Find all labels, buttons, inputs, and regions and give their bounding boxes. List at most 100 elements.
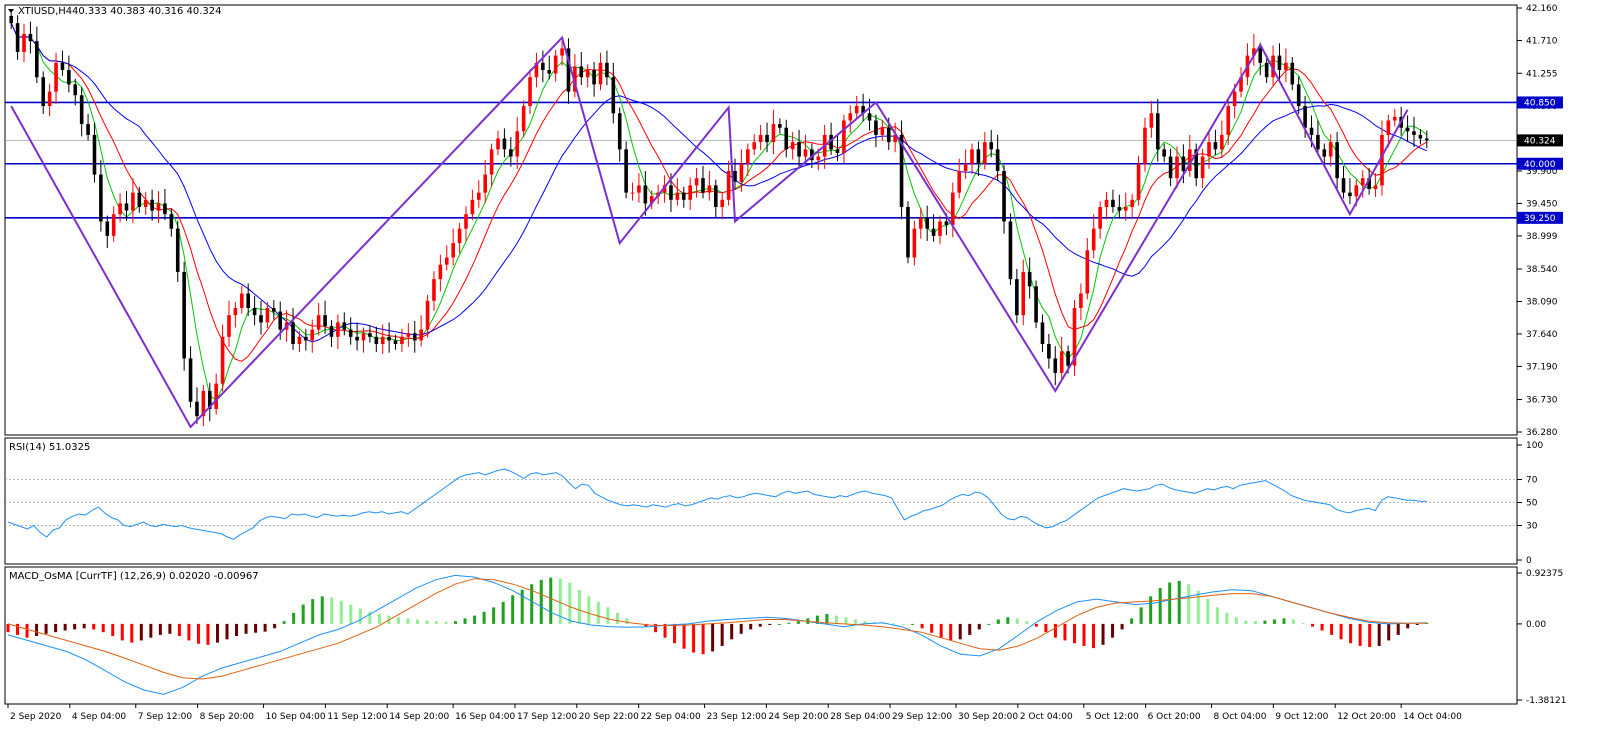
osma-bar (1044, 623, 1048, 633)
time-tick-label: 2 Sep 2020 (10, 712, 62, 722)
osma-bar (930, 623, 934, 633)
candle-body (630, 192, 635, 194)
candle-body (579, 66, 584, 78)
osma-bar (254, 623, 258, 633)
osma-bar (301, 604, 305, 624)
rsi-tick-label: 50 (1526, 499, 1538, 509)
candle-body (1091, 228, 1096, 251)
osma-bar (996, 619, 1000, 624)
candle-body (105, 221, 110, 236)
osma-bar (101, 623, 105, 633)
osma-bar (92, 623, 96, 630)
osma-bar (711, 623, 715, 652)
osma-bar (482, 611, 486, 624)
osma-bar (901, 623, 905, 625)
price-panel[interactable]: 42.16041.71041.25540.80040.34539.90039.4… (5, 4, 1563, 438)
osma-bar (25, 623, 29, 638)
candle-body (502, 138, 507, 150)
current-price-label-bg (1517, 134, 1563, 147)
osma-bar (977, 623, 981, 630)
candle-body (1085, 250, 1090, 294)
osma-bar (111, 623, 115, 637)
candle-body (746, 149, 750, 164)
macd-panel[interactable]: 0.92375 0.00 -1.38121 (6, 569, 1567, 706)
time-tick-label: 14 Sep 20:00 (389, 712, 449, 722)
osma-bar (1130, 618, 1134, 624)
candle-body (1008, 221, 1013, 280)
candle-body (675, 192, 680, 200)
osma-bar (44, 623, 48, 634)
candle-body (995, 149, 1000, 171)
candle-body (1277, 55, 1282, 71)
candle-body (188, 358, 193, 402)
osma-bar (1092, 623, 1096, 649)
candle-body (931, 228, 936, 236)
level-label: 40.000 (1524, 160, 1556, 170)
osma-bar (206, 623, 210, 645)
osma-bar (1339, 623, 1343, 640)
candle-body (489, 149, 494, 175)
candle-body (310, 329, 315, 341)
time-tick-label: 10 Sep 04:00 (266, 712, 326, 722)
candle-body (669, 185, 673, 200)
candle-body (1130, 199, 1134, 208)
candle-body (387, 336, 391, 341)
candle-body (304, 336, 308, 341)
osma-bar (54, 623, 58, 633)
candle-body (227, 315, 231, 337)
osma-bar (863, 621, 867, 624)
candle-body (950, 192, 955, 226)
candle-body (1271, 55, 1275, 78)
candle-body (810, 149, 814, 161)
time-tick-label: 6 Oct 20:00 (1148, 712, 1201, 722)
osma-bar (1187, 584, 1191, 624)
osma-bar (1149, 596, 1153, 624)
time-tick-label: 24 Sep 20:00 (768, 712, 828, 722)
osma-bar (825, 613, 829, 624)
candle-body (899, 134, 904, 208)
symbol-label: XTIUSD,H4 (18, 6, 72, 17)
candle-body (297, 336, 302, 345)
osma-bar (1253, 621, 1257, 624)
macd-panel-frame (4, 566, 1518, 705)
time-tick-label: 28 Sep 04:00 (830, 712, 890, 722)
candle-body (1412, 131, 1416, 135)
candle-body (842, 120, 846, 153)
candle-body (1149, 113, 1154, 128)
candle-body (1290, 62, 1295, 85)
osma-bar (196, 623, 200, 644)
candle-body (835, 149, 840, 153)
candle-body (1303, 106, 1307, 128)
candle-body (1155, 113, 1160, 150)
osma-bar (339, 600, 343, 624)
candle-body (1098, 207, 1102, 229)
candle-body (195, 401, 199, 417)
osma-bar (139, 623, 143, 641)
time-axis: 2 Sep 2020 4 Sep 04:00 7 Sep 12:00 8 Sep 20… (7, 704, 1462, 722)
time-tick-label: 9 Oct 12:00 (1275, 712, 1328, 722)
time-tick-label: 30 Sep 20:00 (958, 712, 1018, 722)
candle-body (624, 149, 628, 193)
dropdown-triangle-icon[interactable] (8, 9, 14, 13)
price-tick-label: 38.999 (1526, 232, 1558, 242)
osma-bar (1415, 623, 1419, 625)
candle-body (35, 41, 39, 78)
candle-body (214, 383, 218, 409)
osma-bar (844, 617, 848, 624)
osma-bar (1358, 623, 1362, 646)
time-tick-label: 11 Sep 12:00 (327, 712, 387, 722)
candle-body (1021, 271, 1026, 316)
candle-body (1405, 127, 1410, 132)
rsi-panel[interactable]: 100 70 50 30 0 (5, 441, 1543, 566)
candle-body (1335, 142, 1339, 179)
candle-body (765, 134, 769, 143)
osma-bar (1063, 623, 1067, 641)
candle-body (220, 336, 225, 384)
osma-bar (1006, 617, 1010, 624)
candle-body (316, 315, 321, 330)
osma-bar (1368, 623, 1372, 648)
candle-body (444, 257, 449, 265)
candle-body (1424, 138, 1429, 141)
